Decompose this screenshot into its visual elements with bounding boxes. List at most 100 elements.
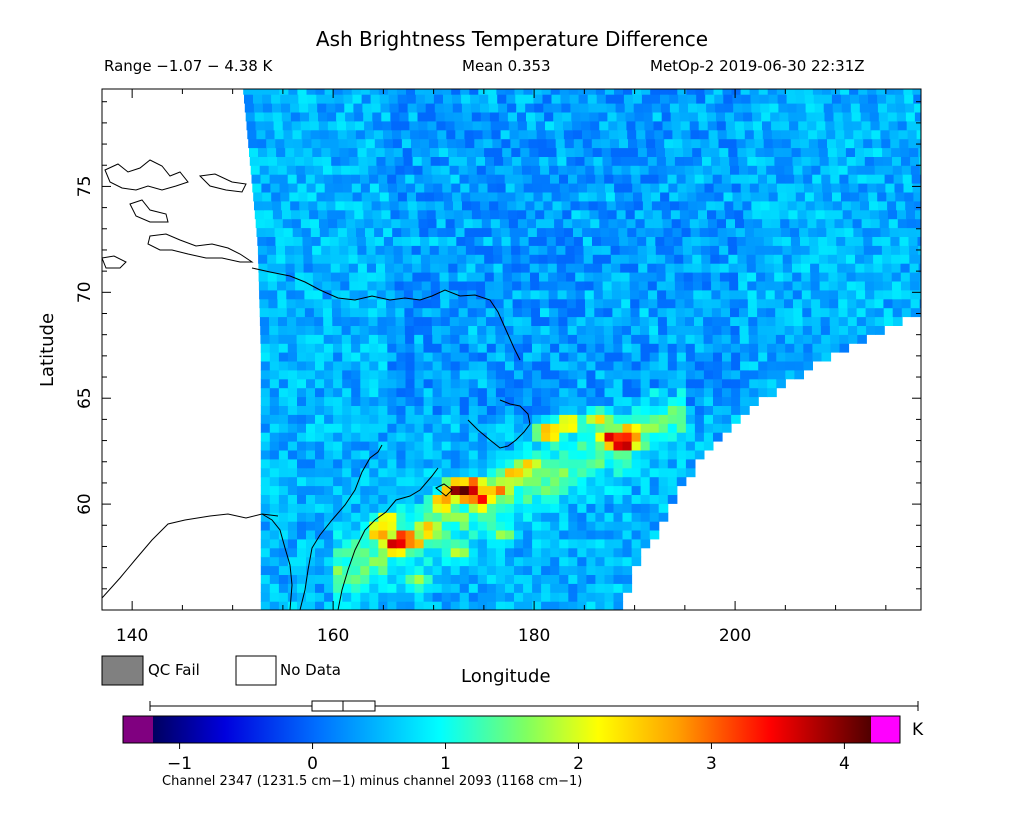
swath-cell (862, 129, 872, 140)
swath-cell (740, 369, 750, 380)
swath-cell (677, 89, 687, 95)
swath-cell (333, 343, 343, 353)
swath-cell (744, 227, 755, 237)
swath-cell (351, 565, 361, 575)
swath-cell (659, 183, 669, 193)
swath-cell (713, 183, 724, 193)
swath-cell (337, 227, 348, 237)
swath-cell (278, 352, 289, 362)
swath-cell (526, 209, 536, 220)
swath-cell (532, 89, 543, 95)
swath-cell (604, 174, 614, 184)
swath-cell (863, 245, 874, 255)
swath-cell (260, 494, 271, 504)
swath-cell (578, 94, 589, 104)
swath-cell (798, 218, 808, 229)
swath-cell (541, 467, 551, 478)
swath-cell (296, 174, 307, 184)
swath-cell (840, 89, 850, 95)
swath-cell (718, 138, 729, 149)
swath-cell (604, 583, 615, 593)
swath-cell (366, 263, 377, 273)
swath-cell (635, 218, 646, 229)
swath-cell (500, 129, 511, 140)
swath-cell (586, 387, 596, 398)
swath-cell (434, 103, 445, 113)
swath-cell (593, 289, 604, 300)
swath-cell (778, 103, 788, 113)
swath-cell (772, 138, 783, 149)
swath-cell (328, 227, 339, 237)
swath-cell (333, 183, 344, 193)
swath-cell (549, 307, 559, 318)
swath-cell (710, 254, 720, 264)
swath-cell (649, 387, 660, 398)
swath-cell (342, 89, 353, 95)
swath-cell (289, 191, 299, 202)
swath-cell (351, 485, 361, 495)
swath-cell (743, 209, 753, 220)
swath-cell (685, 414, 696, 424)
swath-cell (685, 458, 696, 469)
swath-cell (433, 94, 444, 104)
swath-cell (315, 387, 325, 398)
swath-cell (764, 147, 775, 157)
swath-cell (477, 583, 488, 593)
swath-cell (892, 298, 903, 309)
swath-cell (595, 494, 605, 504)
swath-cell (631, 467, 642, 478)
swath-cell (914, 103, 921, 113)
swath-cell (559, 458, 569, 469)
swath-cell (351, 183, 362, 193)
swath-cell (728, 245, 738, 255)
swath-cell (323, 325, 334, 335)
swath-cell (631, 423, 642, 433)
swath-cell (465, 245, 476, 255)
swath-cell (909, 272, 920, 282)
swath-cell (251, 174, 262, 184)
swath-cell (387, 547, 397, 558)
swath-cell (649, 512, 660, 522)
swath-cell (673, 138, 683, 149)
swath-cell (306, 369, 316, 380)
swath-cell (457, 263, 467, 273)
swath-cell (631, 458, 642, 469)
swath-cell (819, 263, 829, 273)
swath-cell (369, 396, 379, 406)
swath-cell (513, 334, 524, 344)
swath-cell (360, 432, 370, 442)
swath-cell (819, 289, 830, 300)
swath-cell (532, 76, 542, 86)
swath-cell (667, 467, 678, 478)
swath-cell (720, 289, 730, 300)
swath-cell (351, 476, 361, 487)
swath-cell (524, 94, 534, 104)
swath-cell (866, 174, 877, 184)
swath-cell (597, 200, 608, 211)
swath-cell (518, 129, 529, 140)
swath-cell (541, 565, 551, 575)
x-tick-label: 160 (317, 626, 349, 646)
swath-cell (322, 298, 333, 309)
swath-cell (297, 476, 307, 487)
swath-cell (891, 254, 901, 264)
swath-cell (257, 245, 268, 255)
swath-cell (577, 405, 587, 415)
swath-cell (695, 76, 705, 86)
swath-cell (432, 174, 442, 184)
swath-cell (330, 147, 340, 157)
swath-cell (383, 236, 394, 246)
swath-cell (622, 547, 633, 558)
swath-cell (353, 200, 364, 211)
swath-cell (463, 120, 474, 131)
swath-cell (604, 494, 615, 504)
swath-cell (405, 360, 416, 371)
swath-cell (763, 236, 774, 246)
swath-cell (468, 334, 478, 344)
swath-cell (477, 476, 488, 487)
swath-cell (369, 360, 379, 371)
swath-cell (827, 254, 838, 264)
swath-cell (278, 414, 289, 424)
swath-cell (711, 298, 722, 309)
swath-cell (486, 458, 497, 469)
